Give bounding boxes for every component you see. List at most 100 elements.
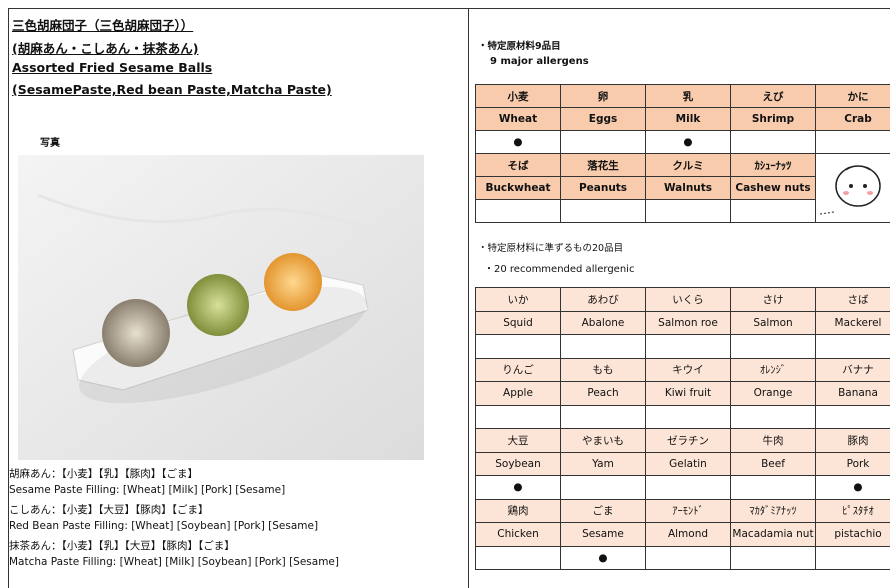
allergen-mark: [645, 545, 731, 570]
allergen-mark: [815, 545, 890, 570]
allergen-jp: バナナ: [815, 357, 890, 382]
description: 胡麻あん：【小麦】【乳】【豚肉】【ごま】: [9, 468, 198, 480]
allergen-jp: ｶｼｭｰﾅｯﾂ: [730, 153, 816, 177]
allergen-en: Pork: [815, 451, 890, 476]
title-line: Assorted Fried Sesame Balls: [12, 60, 213, 75]
allergen-jp: ﾏｶﾀﾞﾐｱﾅｯﾂ: [730, 498, 816, 523]
description: 抹茶あん：【小麦】【乳】【大豆】【豚肉】【ごま】: [9, 540, 235, 552]
allergen-jp: クルミ: [645, 153, 731, 177]
allergen-en: Eggs: [560, 107, 646, 131]
allergen-jp: 豚肉: [815, 428, 890, 453]
photo-label: 写真: [40, 138, 60, 149]
allergen-en: Shrimp: [730, 107, 816, 131]
frame-left: [8, 8, 9, 588]
allergen-jp: 牛肉: [730, 428, 816, 453]
allergen-en: pistachio: [815, 522, 890, 547]
allergen-mark: [475, 334, 561, 359]
allergen-en: Gelatin: [645, 451, 731, 476]
allergen-en: Sesame: [560, 522, 646, 547]
allergen-mark: [475, 545, 561, 570]
allergen-jp: さば: [815, 287, 890, 312]
allergen-jp: いか: [475, 287, 561, 312]
description: Sesame Paste Filling: [Wheat] [Milk] [Po…: [9, 484, 286, 496]
allergen-mark: [560, 475, 646, 500]
allergen-mark: [560, 199, 646, 223]
allergen-mark: [730, 334, 816, 359]
frame-divider: [468, 8, 469, 588]
allergen-mark: [645, 199, 731, 223]
allergen-mark: ●: [645, 130, 731, 154]
title-line: (胡麻あん・こしあん・抹茶あん): [12, 41, 199, 56]
allergen-mark: [730, 404, 816, 429]
allergen-jp: いくら: [645, 287, 731, 312]
allergen-mark: [815, 334, 890, 359]
frame-top: [8, 8, 890, 9]
allergen-mark: [560, 404, 646, 429]
title-line: 三色胡麻団子（三色胡麻団子））: [12, 18, 194, 33]
title-line: (SesamePaste,Red bean Paste,Matcha Paste…: [12, 82, 332, 97]
allergen-mark: ●: [475, 475, 561, 500]
allergen-en: Apple: [475, 381, 561, 406]
allergen-en: Soybean: [475, 451, 561, 476]
allergen-jp: りんご: [475, 357, 561, 382]
photo: [18, 155, 424, 460]
allergen-mark: [730, 130, 816, 154]
allergen-mark: [645, 334, 731, 359]
allergen-en: Walnuts: [645, 176, 731, 200]
allergen-en: Wheat: [475, 107, 561, 131]
allergen-mark: [645, 404, 731, 429]
allergen-mark: [645, 475, 731, 500]
allergen-en: Crab: [815, 107, 890, 131]
allergen-mark: [475, 199, 561, 223]
allergen-en: Abalone: [560, 310, 646, 335]
allergen-jp: 乳: [645, 84, 731, 108]
allergen-en: Almond: [645, 522, 731, 547]
allergen-en: Squid: [475, 310, 561, 335]
allergen-jp: 卵: [560, 84, 646, 108]
allergen-mark: [815, 130, 890, 154]
description: こしあん：【小麦】【大豆】【豚肉】【ごま】: [9, 504, 209, 516]
recommended-subheading: ・20 recommended allergenic: [484, 264, 635, 275]
allergen-jp: さけ: [730, 287, 816, 312]
allergen-mark: [730, 199, 816, 223]
description: Red Bean Paste Filling: [Wheat] [Soybean…: [9, 520, 319, 532]
description: Matcha Paste Filling: [Wheat] [Milk] [So…: [9, 556, 339, 568]
allergen-en: Chicken: [475, 522, 561, 547]
allergen-en: Peach: [560, 381, 646, 406]
allergen-en: Beef: [730, 451, 816, 476]
allergen-mark: [560, 334, 646, 359]
allergen-mark: ●: [815, 475, 890, 500]
allergen-jp: ｵﾚﾝｼﾞ: [730, 357, 816, 382]
allergen-en: Salmon: [730, 310, 816, 335]
allergen-jp: ゼラチン: [645, 428, 731, 453]
allergen-jp: そば: [475, 153, 561, 177]
allergen-jp: ｱｰﾓﾝﾄﾞ: [645, 498, 731, 523]
allergen-en: Banana: [815, 381, 890, 406]
allergen-en: Kiwi fruit: [645, 381, 731, 406]
allergen-jp: 大豆: [475, 428, 561, 453]
allergen-mark: [730, 475, 816, 500]
allergen-en: Cashew nuts: [730, 176, 816, 200]
allergen-mark: ●: [475, 130, 561, 154]
allergen-en: Buckwheat: [475, 176, 561, 200]
allergen-en: Yam: [560, 451, 646, 476]
allergen-en: Macadamia nut: [730, 522, 816, 547]
allergen-mark: [730, 545, 816, 570]
allergen-en: Mackerel: [815, 310, 890, 335]
allergen-jp: ﾋﾟｽﾀﾁｵ: [815, 498, 890, 523]
allergen-jp: かに: [815, 84, 890, 108]
major-heading: ・特定原材料9品目: [478, 41, 561, 52]
major-subheading: 9 major allergens: [490, 56, 589, 67]
allergen-en: Peanuts: [560, 176, 646, 200]
allergen-mark: [475, 404, 561, 429]
allergen-jp: 小麦: [475, 84, 561, 108]
allergen-mark: [815, 404, 890, 429]
allergen-mark: ●: [560, 545, 646, 570]
allergen-jp: やまいも: [560, 428, 646, 453]
allergen-jp: キウイ: [645, 357, 731, 382]
mascot: [819, 165, 881, 215]
allergen-jp: えび: [730, 84, 816, 108]
allergen-jp: 落花生: [560, 153, 646, 177]
allergen-jp: もも: [560, 357, 646, 382]
